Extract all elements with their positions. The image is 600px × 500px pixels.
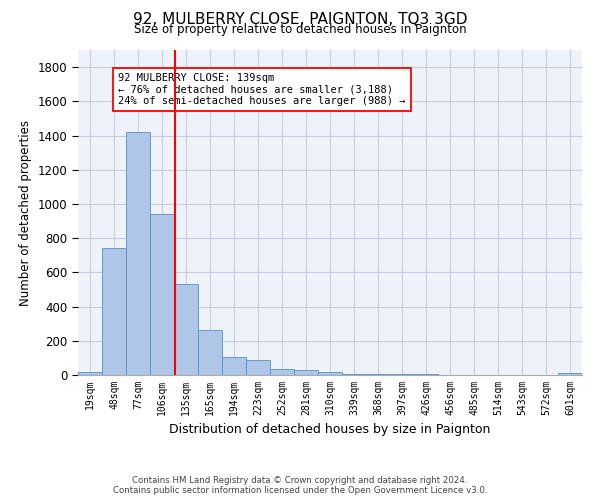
Bar xyxy=(126,132,150,375)
X-axis label: Distribution of detached houses by size in Paignton: Distribution of detached houses by size … xyxy=(169,424,491,436)
Bar xyxy=(78,372,102,375)
Bar xyxy=(102,248,126,375)
Bar xyxy=(294,370,318,375)
Text: 92, MULBERRY CLOSE, PAIGNTON, TQ3 3GD: 92, MULBERRY CLOSE, PAIGNTON, TQ3 3GD xyxy=(133,12,467,28)
Bar xyxy=(414,374,438,375)
Bar xyxy=(390,374,414,375)
Text: Size of property relative to detached houses in Paignton: Size of property relative to detached ho… xyxy=(134,22,466,36)
Bar xyxy=(318,372,342,375)
Bar xyxy=(198,330,222,375)
Bar xyxy=(174,284,198,375)
Bar xyxy=(222,358,246,375)
Bar xyxy=(342,374,366,375)
Bar xyxy=(246,360,270,375)
Text: 92 MULBERRY CLOSE: 139sqm
← 76% of detached houses are smaller (3,188)
24% of se: 92 MULBERRY CLOSE: 139sqm ← 76% of detac… xyxy=(118,72,406,106)
Text: Contains HM Land Registry data © Crown copyright and database right 2024.
Contai: Contains HM Land Registry data © Crown c… xyxy=(113,476,487,495)
Bar xyxy=(150,214,174,375)
Y-axis label: Number of detached properties: Number of detached properties xyxy=(19,120,32,306)
Bar xyxy=(558,373,582,375)
Bar xyxy=(366,374,390,375)
Bar xyxy=(270,368,294,375)
